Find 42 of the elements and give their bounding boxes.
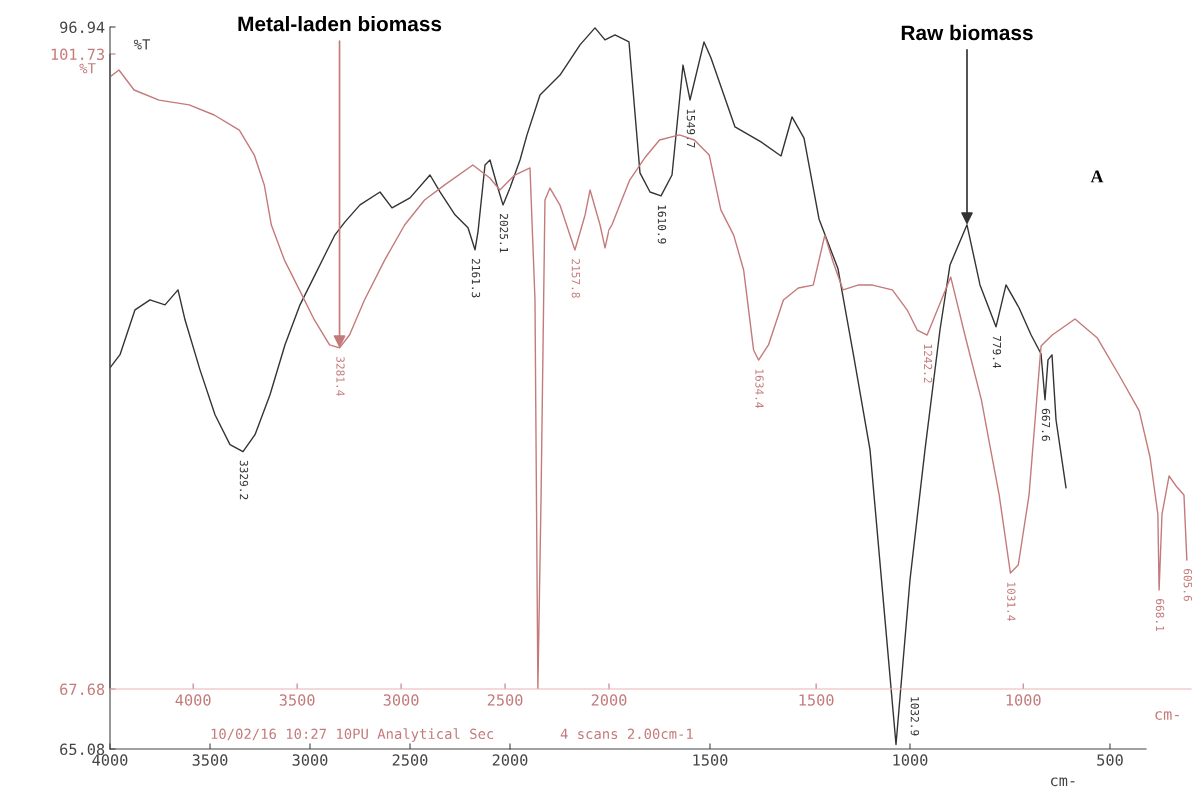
x-tick-label: 4000 bbox=[92, 754, 128, 766]
x-tick-label: 3500 bbox=[279, 694, 315, 706]
annotation: 668.1 bbox=[1155, 599, 1165, 631]
x-tick-label: 3000 bbox=[292, 754, 328, 766]
x-tick-label: 4000 bbox=[175, 694, 211, 706]
y-axis-title: %T bbox=[79, 63, 96, 74]
x-tick-label: 3500 bbox=[192, 754, 228, 766]
annotation: 667.6 bbox=[1041, 408, 1051, 441]
annotation: Raw biomass bbox=[901, 24, 1033, 41]
y-tick-label: 96.94 bbox=[60, 21, 105, 34]
annotation: 1549.7 bbox=[686, 109, 696, 148]
x-tick-label: 2000 bbox=[492, 754, 528, 766]
annotation: 1032.9 bbox=[910, 697, 920, 736]
x-axis-title: cm- bbox=[1050, 777, 1075, 787]
annotation: 3329.2 bbox=[239, 460, 249, 500]
annotation: 3281.4 bbox=[336, 356, 345, 396]
x-tick-label: 500 bbox=[1097, 754, 1123, 766]
annotation: 2157.8 bbox=[571, 259, 581, 298]
x-tick-label: 2500 bbox=[392, 754, 428, 766]
annotation: Metal-laden biomass bbox=[238, 15, 442, 32]
annotation: 2161.3 bbox=[471, 258, 481, 298]
annotation: 1610.9 bbox=[657, 205, 667, 244]
annotation: 10/02/16 10:27 10PU Analytical Sec bbox=[211, 728, 494, 742]
annotation: 1031.4 bbox=[1007, 582, 1016, 621]
x-tick-label: 2000 bbox=[591, 694, 627, 706]
annotation: 4 scans 2.00cm-1 bbox=[560, 728, 693, 740]
annotation: A bbox=[1090, 170, 1104, 183]
y-tick-label: 101.73 bbox=[51, 48, 104, 61]
x-tick-label: 2500 bbox=[487, 694, 523, 706]
x-tick-label: 3000 bbox=[383, 694, 419, 706]
annotation: 605.6 bbox=[1183, 569, 1193, 602]
annotation: 1242.2 bbox=[924, 344, 933, 383]
x-tick-label: 1500 bbox=[799, 694, 834, 706]
y-tick-label: 67.68 bbox=[60, 683, 105, 696]
x-tick-label: 1000 bbox=[1006, 694, 1041, 706]
y-axis-title: %T bbox=[133, 39, 151, 50]
x-tick-label: 1000 bbox=[893, 754, 928, 766]
annotation: 779.4 bbox=[992, 335, 1002, 369]
x-axis-title: cm- bbox=[1155, 711, 1179, 720]
x-tick-label: 1500 bbox=[693, 754, 728, 766]
annotation: 1634.4 bbox=[755, 369, 764, 408]
annotation: 2025.1 bbox=[499, 214, 509, 253]
